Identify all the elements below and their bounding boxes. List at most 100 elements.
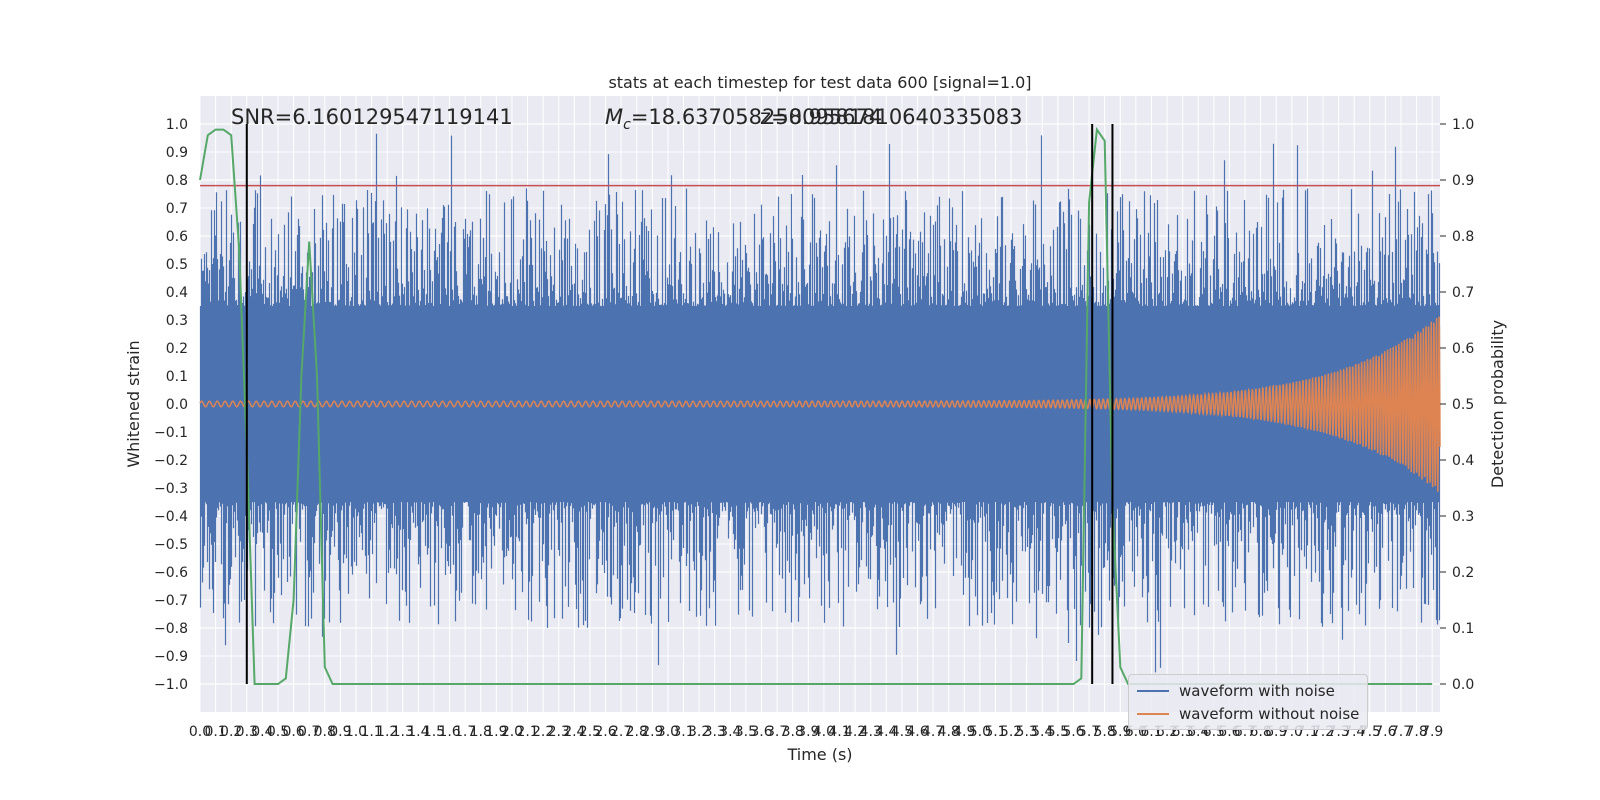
x-tick-label: 3.5 [735, 724, 757, 740]
x-tick-label: 2.2 [532, 724, 554, 740]
x-tick-label: 3.7 [766, 724, 788, 740]
x-tick-label: 2.8 [626, 724, 648, 740]
x-tick-label: 1.4 [407, 724, 429, 740]
x-tick-label: 5.0 [969, 724, 991, 740]
y-tick-label: −0.5 [154, 537, 188, 553]
y2-tick-label: 0.6 [1452, 341, 1474, 357]
y-tick-label: −0.8 [154, 621, 188, 637]
x-tick-label: 7.8 [1405, 724, 1427, 740]
x-tick-label: 0.7 [298, 724, 320, 740]
x-tick-label: 5.3 [1016, 724, 1038, 740]
x-tick-label: 1.3 [392, 724, 414, 740]
x-tick-label: 1.2 [376, 724, 398, 740]
y-tick-label: −1.0 [154, 677, 188, 693]
x-tick-label: 0.1 [204, 724, 226, 740]
x-tick-label: 0.6 [282, 724, 304, 740]
x-tick-label: 2.0 [501, 724, 523, 740]
x-tick-label: 1.5 [423, 724, 445, 740]
legend: waveform with noise waveform without noi… [1128, 674, 1368, 730]
x-tick-label: 3.9 [797, 724, 819, 740]
y-tick-label: 0.6 [166, 229, 188, 245]
y-tick-label: 0.5 [166, 257, 188, 273]
y2-tick-label: 0.7 [1452, 285, 1474, 301]
x-tick-label: 2.3 [548, 724, 570, 740]
legend-swatch-noise [1137, 690, 1169, 692]
y-tick-label: 0.9 [166, 145, 188, 161]
chart-title: stats at each timestep for test data 600… [608, 73, 1031, 92]
x-tick-label: 4.8 [938, 724, 960, 740]
x-tick-label: 5.8 [1094, 724, 1116, 740]
x-tick-label: 7.7 [1390, 724, 1412, 740]
x-tick-label: 3.0 [657, 724, 679, 740]
x-tick-label: 2.6 [594, 724, 616, 740]
x-tick-label: 1.8 [470, 724, 492, 740]
y-tick-label: −0.7 [154, 593, 188, 609]
x-tick-label: 2.9 [641, 724, 663, 740]
y2-tick-labels: 1.0 0.9 0.8 0.7 0.6 0.5 0.4 0.3 0.2 0.1 0.0 [1440, 117, 1474, 693]
x-tick-label: 0.3 [236, 724, 258, 740]
mc-value: =18.637058258095674 [631, 105, 882, 129]
y2-tick-label: 0.4 [1452, 453, 1474, 469]
y-tick-label: 0.4 [166, 285, 188, 301]
x-tick-label: 1.1 [360, 724, 382, 740]
y2-tick-label: 0.9 [1452, 173, 1474, 189]
x-tick-label: 2.7 [610, 724, 632, 740]
x-tick-label: 3.2 [688, 724, 710, 740]
legend-label-noise: waveform with noise [1179, 682, 1335, 700]
x-tick-label: 4.3 [860, 724, 882, 740]
x-tick-label: 5.4 [1031, 724, 1053, 740]
x-tick-label: 0.4 [251, 724, 273, 740]
x-tick-label: 7.6 [1374, 724, 1396, 740]
y-tick-label: −0.3 [154, 481, 188, 497]
x-tick-label: 1.7 [454, 724, 476, 740]
legend-swatch-clean [1137, 713, 1169, 715]
vertical-markers [245, 124, 1114, 684]
y2-tick-label: 0.0 [1452, 677, 1474, 693]
y2-tick-label: 0.8 [1452, 229, 1474, 245]
y-tick-label: 1.0 [166, 117, 188, 133]
x-tick-label: 4.4 [875, 724, 897, 740]
x-tick-label: 1.0 [345, 724, 367, 740]
mc-symbol: M [605, 105, 623, 129]
legend-item-clean: waveform without noise [1137, 704, 1359, 724]
x-tick-label: 0.0 [189, 724, 211, 740]
overlap-annotation: z=0.9581810640335083 [760, 105, 1022, 129]
x-tick-label: 1.6 [438, 724, 460, 740]
y2-tick-label: 0.3 [1452, 509, 1474, 525]
x-tick-label: 4.0 [813, 724, 835, 740]
x-tick-label: 4.6 [906, 724, 928, 740]
y-tick-label: 0.1 [166, 369, 188, 385]
y-tick-label: −0.1 [154, 425, 188, 441]
x-tick-label: 4.7 [922, 724, 944, 740]
x-tick-label: 2.1 [516, 724, 538, 740]
x-tick-label: 0.5 [267, 724, 289, 740]
legend-item-noise: waveform with noise [1137, 681, 1335, 701]
y2-tick-label: 0.5 [1452, 397, 1474, 413]
x-axis-label: Time (s) [786, 745, 852, 764]
y2-tick-label: 0.2 [1452, 565, 1474, 581]
x-tick-label: 5.2 [1000, 724, 1022, 740]
x-tick-label: 7.9 [1421, 724, 1443, 740]
legend-label-clean: waveform without noise [1179, 705, 1360, 723]
series-detection-probability [199, 126, 1433, 685]
y2-tick-label: 0.1 [1452, 621, 1474, 637]
series-waveform-without-noise [199, 316, 1441, 492]
x-tick-label: 5.6 [1062, 724, 1084, 740]
y-tick-label: 0.3 [166, 313, 188, 329]
x-tick-label: 3.1 [672, 724, 694, 740]
x-tick-label: 5.9 [1109, 724, 1131, 740]
y-tick-labels: 1.0 0.9 0.8 0.7 0.6 0.5 0.4 0.3 0.2 0.1 0.0 −0.1 −0.… [154, 117, 188, 693]
x-tick-label: 3.8 [782, 724, 804, 740]
x-tick-label: 2.4 [563, 724, 585, 740]
x-tick-label: 4.9 [953, 724, 975, 740]
y2-axis-label: Detection probability [1488, 320, 1507, 488]
x-tick-label: 4.1 [828, 724, 850, 740]
mc-annotation: Mc=18.637058258095674 [605, 105, 882, 133]
y-axis-label: Whitened strain [124, 340, 143, 467]
y-tick-label: 0.7 [166, 201, 188, 217]
y-tick-label: −0.6 [154, 565, 188, 581]
x-tick-label: 1.9 [485, 724, 507, 740]
y-tick-label: 0.2 [166, 341, 188, 357]
y-tick-label: −0.4 [154, 509, 188, 525]
